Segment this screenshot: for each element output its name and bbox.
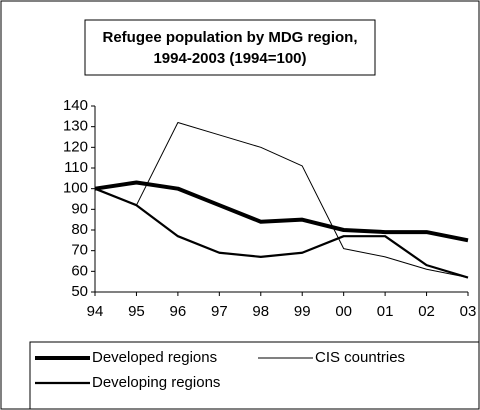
y-tick-label: 100 (63, 180, 88, 197)
chart-title: Refugee population by MDG region, (103, 29, 358, 46)
x-tick-label: 94 (87, 303, 104, 320)
y-tick-label: 130 (63, 118, 88, 135)
y-tick-label: 50 (71, 283, 88, 300)
y-tick-label: 110 (64, 159, 88, 176)
x-tick-label: 99 (294, 303, 311, 320)
y-tick-label: 120 (63, 138, 88, 155)
legend-label: Developed regions (92, 349, 217, 366)
legend-label: CIS countries (315, 349, 405, 366)
legend-box (29, 341, 480, 410)
y-tick-label: 60 (71, 262, 88, 279)
line-series (94, 187, 469, 279)
y-tick-label: 70 (71, 242, 88, 259)
x-tick-label: 03 (460, 303, 477, 320)
x-tick-label: 01 (377, 303, 394, 320)
x-tick-label: 02 (418, 303, 435, 320)
x-tick-label: 00 (335, 303, 352, 320)
line-series (94, 180, 469, 243)
x-tick-label: 96 (170, 303, 187, 320)
y-tick-label: 140 (63, 97, 88, 114)
x-tick-label: 97 (211, 303, 228, 320)
legend-label: Developing regions (92, 374, 220, 391)
title-box (84, 19, 376, 76)
y-tick-label: 80 (71, 221, 88, 238)
line-series (94, 122, 469, 279)
chart-title: 1994-2003 (1994=100) (153, 50, 306, 67)
y-tick-label: 90 (71, 200, 88, 217)
x-tick-label: 98 (252, 303, 269, 320)
x-tick-label: 95 (128, 303, 145, 320)
